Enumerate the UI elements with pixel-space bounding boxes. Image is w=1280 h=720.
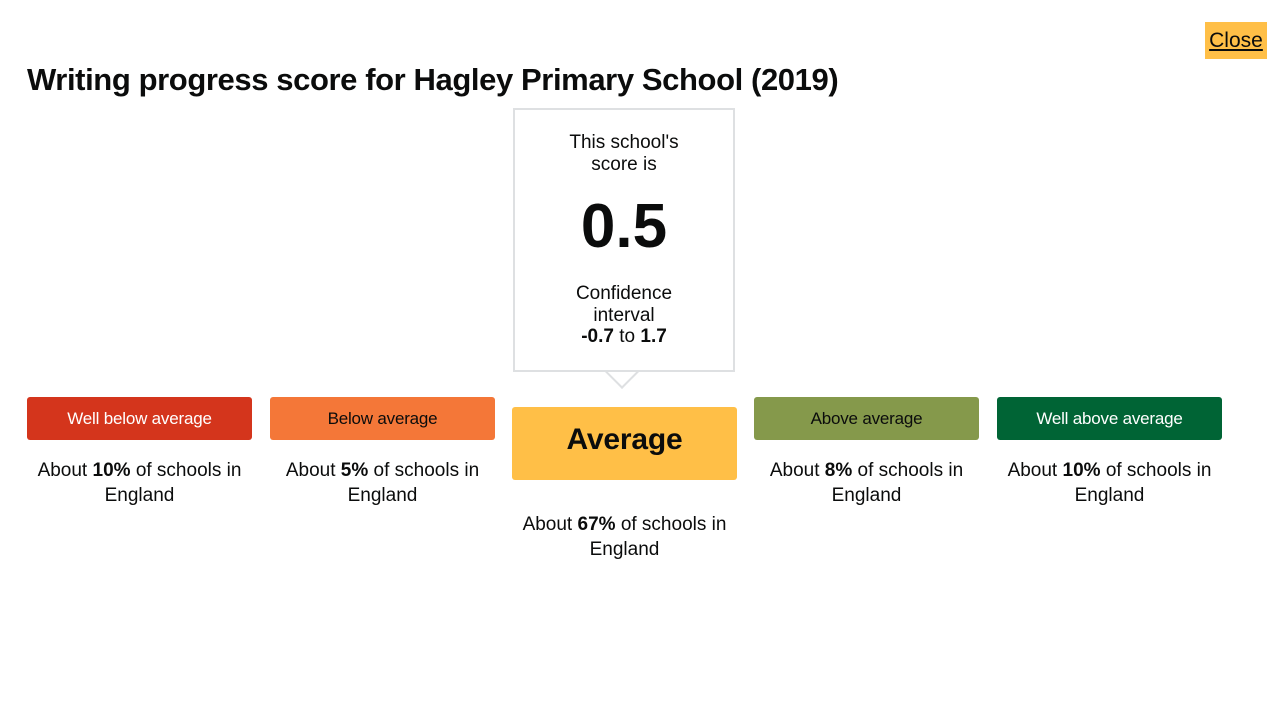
band-desc-above-average: About 8% of schools in England [754, 458, 979, 508]
band-desc-suffix: of schools in England [1074, 460, 1212, 506]
ci-low-value: -0.7 [581, 326, 614, 347]
band-desc-prefix: About [285, 460, 336, 481]
band-desc-prefix: About [37, 460, 88, 481]
score-callout: This school's score is 0.5 Confidence in… [513, 108, 735, 372]
band-desc-percent: 67% [577, 514, 616, 535]
score-value: 0.5 [580, 192, 668, 261]
band-below-average: Below average [270, 397, 495, 440]
band-desc-average: About 67% of schools in England [512, 512, 737, 562]
ci-to-text: to [619, 326, 636, 347]
band-well-below-average: Well below average [27, 397, 252, 440]
band-desc-well-above-average: About 10% of schools in England [997, 458, 1222, 508]
band-desc-percent: 5% [340, 460, 369, 481]
band-desc-suffix: of schools in England [347, 460, 480, 506]
band-desc-suffix: of schools in England [589, 514, 727, 560]
band-desc-prefix: About [522, 514, 573, 535]
band-desc-prefix: About [769, 460, 820, 481]
band-desc-percent: 8% [824, 460, 853, 481]
band-desc-percent: 10% [1062, 460, 1101, 481]
band-desc-well-below-average: About 10% of schools in England [27, 458, 252, 508]
close-link[interactable]: Close [1205, 22, 1267, 59]
confidence-interval-label: Confidence interval [575, 283, 673, 326]
band-average-current: Average [512, 407, 737, 480]
band-desc-prefix: About [1007, 460, 1058, 481]
band-desc-suffix: of schools in England [104, 460, 242, 506]
band-desc-percent: 10% [92, 460, 131, 481]
score-label: This school's score is [569, 132, 679, 175]
band-above-average: Above average [754, 397, 979, 440]
band-desc-below-average: About 5% of schools in England [270, 458, 495, 508]
page-title: Writing progress score for Hagley Primar… [27, 62, 839, 97]
band-well-above-average: Well above average [997, 397, 1222, 440]
ci-high-value: 1.7 [640, 326, 667, 347]
band-desc-suffix: of schools in England [831, 460, 964, 506]
confidence-interval-range: -0.7 to 1.7 [515, 326, 733, 348]
